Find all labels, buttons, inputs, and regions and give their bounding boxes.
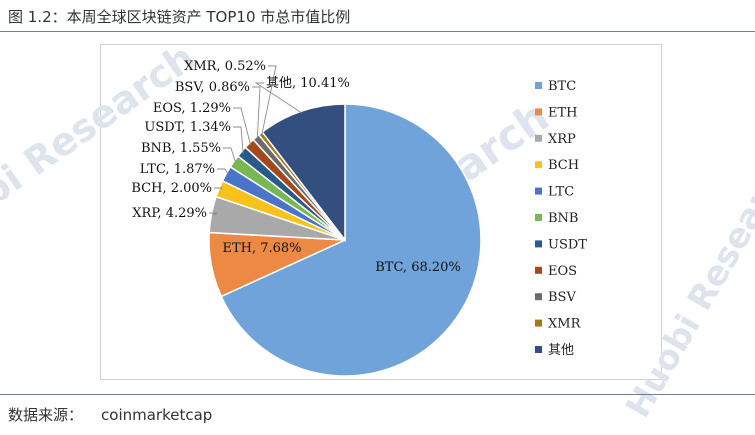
legend-label-usdt: USDT — [548, 237, 587, 252]
plot-frame — [100, 44, 662, 380]
legend-swatch-bsv — [535, 293, 542, 301]
legend-swatch-eos — [535, 266, 542, 274]
source-line: 数据来源： coinmarketcap — [8, 404, 212, 425]
data-label-ltc: LTC, 1.87% — [140, 162, 215, 177]
pie-slice-other[interactable] — [261, 103, 346, 243]
legend-swatch-usdt — [535, 240, 542, 248]
leader-line-bch — [214, 187, 223, 190]
legend-swatch-xmr — [535, 319, 542, 327]
legend-label-bnb: BNB — [548, 211, 578, 226]
legend-swatch-bch — [535, 161, 542, 169]
leader-line-ltc — [217, 168, 229, 175]
data-label-eth: ETH, 7.68% — [222, 241, 301, 256]
legend-swatch-xrp — [535, 134, 542, 142]
legend-label-ltc: LTC — [548, 185, 574, 200]
source-value: coinmarketcap — [101, 406, 213, 424]
legend-label-other: 其他 — [548, 343, 574, 358]
leader-line-bsv — [252, 86, 261, 139]
legend-label-btc: BTC — [548, 79, 576, 94]
legend-swatch-ltc — [535, 187, 542, 195]
legend-swatch-eth — [535, 108, 542, 116]
source-label: 数据来源： — [8, 406, 84, 424]
data-label-other: 其他, 10.41% — [266, 76, 350, 91]
leader-line-bnb — [223, 147, 237, 163]
legend-label-xrp: XRP — [548, 132, 576, 147]
legend-swatch-other — [535, 346, 542, 353]
legend-label-xmr: XMR — [548, 317, 582, 332]
data-label-xmr: XMR, 0.52% — [184, 59, 266, 74]
data-label-eos: EOS, 1.29% — [153, 101, 231, 116]
bottom-divider — [0, 394, 755, 395]
leader-line-usdt — [233, 126, 244, 154]
data-label-bnb: BNB, 1.55% — [141, 141, 221, 156]
legend-label-bsv: BSV — [548, 290, 576, 305]
legend-swatch-bnb — [535, 214, 542, 221]
legend-label-eth: ETH — [548, 105, 578, 120]
watermark-text: Huobi Research — [618, 144, 755, 424]
data-label-usdt: USDT, 1.34% — [144, 120, 231, 135]
legend: BTC ETH XRP BCH LTC BNB USDT EOS BSV XMR 其他 — [535, 79, 587, 358]
legend-swatch-btc — [535, 82, 542, 89]
data-label-bch: BCH, 2.00% — [131, 181, 212, 196]
data-label-bsv: BSV, 0.86% — [175, 80, 250, 95]
data-label-xrp: XRP, 4.29% — [132, 206, 207, 221]
leader-lines — [209, 65, 303, 216]
leader-line-xrp — [209, 212, 218, 216]
figure-title: 图 1.2：本周全球区块链资产 TOP10 市总市值比例 — [8, 8, 351, 26]
data-label-btc: BTC, 68.20% — [375, 260, 461, 275]
data-labels: BTC, 68.20% ETH, 7.68% XRP, 4.29% BCH, 2.00… — [131, 59, 460, 275]
leader-line-other — [254, 82, 303, 114]
top-divider — [0, 31, 755, 32]
pie-slices — [208, 103, 482, 377]
leader-line-eos — [233, 107, 252, 146]
legend-label-eos: EOS — [548, 264, 577, 279]
leader-line-xmr — [261, 65, 277, 136]
pie-slice-btc[interactable] — [220, 103, 482, 377]
legend-label-bch: BCH — [548, 158, 579, 173]
